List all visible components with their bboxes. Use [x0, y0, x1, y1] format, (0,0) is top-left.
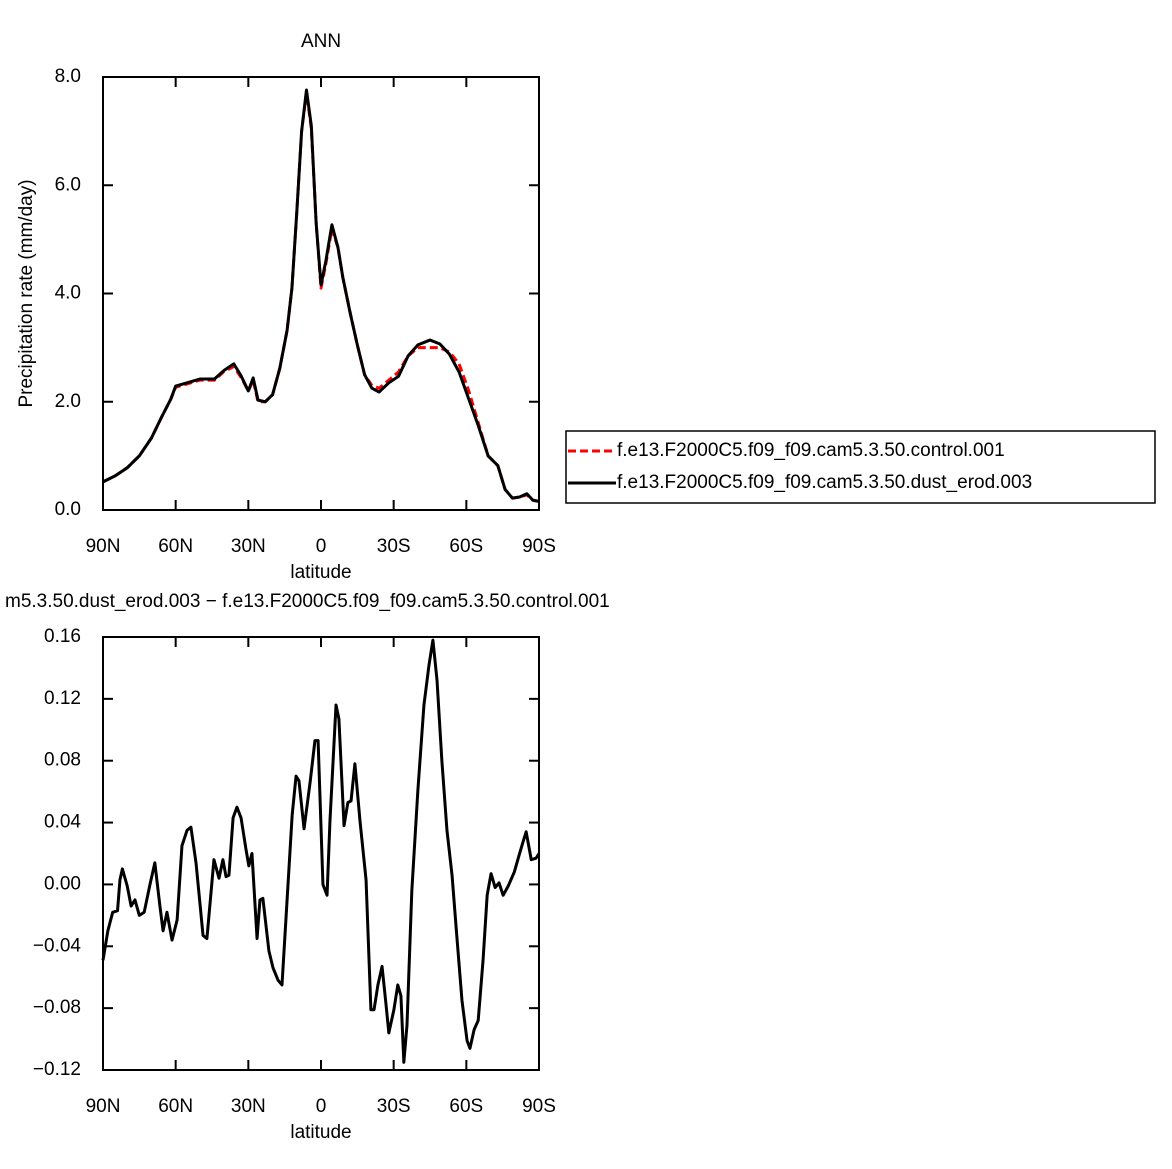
x-tick-label: 90N [86, 1096, 121, 1117]
y-tick-label: 0.16 [44, 626, 81, 647]
y-tick-label: 0.00 [44, 873, 81, 894]
x-tick-label: 0 [316, 1096, 327, 1117]
y-tick-label: −0.12 [33, 1059, 81, 1080]
y-tick-label: 0.12 [44, 688, 81, 709]
x-tick-label: 0 [316, 536, 327, 557]
x-tick-label: 60N [158, 536, 193, 557]
y-tick-label: 6.0 [55, 174, 81, 195]
y-tick-label: 8.0 [55, 66, 81, 87]
x-tick-label: 60S [449, 1096, 483, 1117]
x-tick-label: 30S [377, 1096, 411, 1117]
y-tick-label: −0.04 [33, 935, 82, 956]
y-axis-label: Precipitation rate (mm/day) [16, 179, 37, 407]
x-tick-label: 30N [231, 536, 266, 557]
x-tick-label: 90N [86, 536, 121, 557]
y-tick-label: −0.08 [33, 997, 81, 1018]
x-axis-label: latitude [290, 562, 351, 583]
y-tick-label: 2.0 [55, 391, 81, 412]
plot-frame [102, 636, 540, 1071]
legend-label: f.e13.F2000C5.f09_f09.cam5.3.50.control.… [617, 440, 1005, 461]
x-tick-label: 90S [522, 1096, 556, 1117]
chart-title: ANN [301, 31, 341, 52]
data-line [101, 638, 541, 1064]
x-tick-label: 60S [449, 536, 483, 557]
legend-box [565, 430, 1156, 504]
y-tick-label: 0.0 [55, 499, 81, 520]
x-tick-label: 60N [158, 1096, 193, 1117]
y-tick-label: 0.04 [44, 812, 81, 833]
x-axis-label: latitude [290, 1122, 351, 1143]
x-tick-label: 90S [522, 536, 556, 557]
y-tick-label: 0.08 [44, 750, 81, 771]
y-tick-label: 4.0 [55, 283, 81, 304]
plot-frame [102, 76, 540, 511]
legend-label: f.e13.F2000C5.f09_f09.cam5.3.50.dust_ero… [617, 472, 1032, 493]
x-tick-label: 30S [377, 536, 411, 557]
x-tick-label: 30N [231, 1096, 266, 1117]
chart-title: m5.3.50.dust_erod.003 − f.e13.F2000C5.f0… [5, 591, 610, 612]
data-line [102, 88, 540, 503]
